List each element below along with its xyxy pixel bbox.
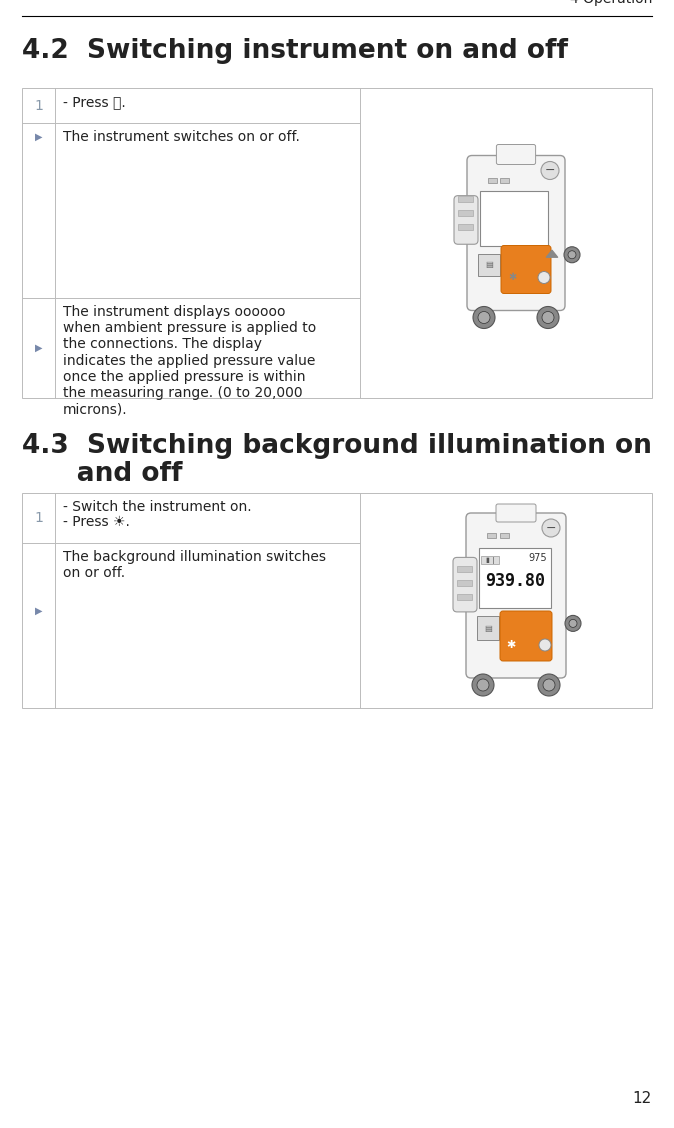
Bar — [480, 191, 548, 246]
Text: The instrument switches on or off.: The instrument switches on or off. — [63, 130, 300, 144]
Text: ▤: ▤ — [484, 624, 492, 633]
Circle shape — [564, 247, 580, 263]
Text: 12: 12 — [633, 1091, 652, 1105]
Text: ▮ |: ▮ | — [486, 556, 494, 564]
Text: The instrument displays oooooo
when ambient pressure is applied to
the connectio: The instrument displays oooooo when ambi… — [63, 305, 316, 416]
FancyBboxPatch shape — [466, 513, 566, 678]
FancyBboxPatch shape — [467, 156, 565, 310]
FancyBboxPatch shape — [496, 144, 536, 165]
Text: −: − — [546, 521, 556, 535]
Circle shape — [542, 311, 554, 324]
FancyBboxPatch shape — [453, 557, 477, 611]
Bar — [500, 177, 509, 183]
Bar — [457, 580, 472, 585]
Text: 4.3  Switching background illumination on: 4.3 Switching background illumination on — [22, 433, 652, 459]
Text: 1: 1 — [34, 511, 43, 525]
Circle shape — [538, 272, 550, 283]
Text: The background illumination switches
on or off.: The background illumination switches on … — [63, 550, 326, 580]
Bar — [22, 493, 652, 708]
FancyArrowPatch shape — [547, 250, 557, 257]
Bar — [457, 594, 472, 600]
Bar — [477, 616, 499, 640]
Text: 4.2  Switching instrument on and off: 4.2 Switching instrument on and off — [22, 38, 568, 64]
Bar — [22, 88, 652, 398]
Bar — [479, 548, 551, 608]
Bar — [458, 224, 473, 230]
Text: and off: and off — [22, 461, 183, 487]
Circle shape — [539, 638, 551, 651]
Circle shape — [543, 679, 555, 691]
Text: ▶: ▶ — [35, 343, 42, 353]
FancyBboxPatch shape — [501, 246, 551, 293]
FancyBboxPatch shape — [500, 611, 552, 661]
Circle shape — [472, 675, 494, 696]
FancyBboxPatch shape — [454, 195, 478, 245]
Bar — [458, 210, 473, 217]
Text: - Switch the instrument on.: - Switch the instrument on. — [63, 500, 251, 514]
Circle shape — [478, 311, 490, 324]
Text: - Press ⏻.: - Press ⏻. — [63, 95, 126, 109]
Circle shape — [542, 519, 560, 537]
Bar — [481, 556, 499, 564]
Circle shape — [541, 161, 559, 179]
Bar — [457, 566, 472, 572]
Text: ▶: ▶ — [35, 606, 42, 616]
Text: ✱: ✱ — [506, 640, 516, 650]
Circle shape — [569, 619, 577, 627]
Text: 4 Operation: 4 Operation — [570, 0, 652, 6]
Text: 939.80: 939.80 — [485, 572, 545, 590]
Text: 975: 975 — [528, 553, 547, 563]
Bar — [500, 534, 509, 538]
Circle shape — [477, 679, 489, 691]
Circle shape — [568, 250, 576, 258]
Text: - Press ☀.: - Press ☀. — [63, 515, 130, 529]
Circle shape — [537, 307, 559, 328]
Bar — [487, 534, 496, 538]
Circle shape — [538, 675, 560, 696]
Text: ▶: ▶ — [35, 132, 42, 142]
Text: ▤: ▤ — [485, 259, 493, 268]
Text: −: − — [545, 164, 555, 177]
Text: ✱: ✱ — [508, 273, 516, 282]
Text: 1: 1 — [34, 98, 43, 113]
Bar — [478, 254, 500, 275]
Circle shape — [473, 307, 495, 328]
Bar — [488, 177, 497, 183]
Bar — [458, 196, 473, 202]
Circle shape — [565, 616, 581, 632]
FancyBboxPatch shape — [496, 504, 536, 522]
